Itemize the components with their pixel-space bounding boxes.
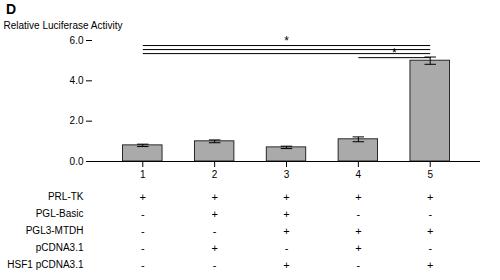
svg-text:3: 3 [284, 169, 290, 180]
svg-text:+: + [355, 225, 361, 237]
svg-text:-: - [141, 259, 145, 271]
svg-text:-: - [213, 225, 217, 237]
svg-text:-: - [285, 242, 289, 254]
svg-text:+: + [283, 191, 289, 203]
svg-text:+: + [427, 191, 433, 203]
svg-text:-: - [428, 208, 432, 220]
svg-text:6.0: 6.0 [70, 35, 84, 46]
svg-text:1: 1 [140, 169, 146, 180]
svg-text:*: * [284, 34, 289, 48]
svg-text:2: 2 [212, 169, 218, 180]
svg-text:PRL-TK: PRL-TK [48, 191, 84, 202]
svg-text:+: + [140, 191, 146, 203]
svg-text:-: - [357, 259, 361, 271]
svg-text:-: - [141, 242, 145, 254]
svg-text:PGL-Basic: PGL-Basic [36, 208, 84, 219]
svg-text:*: * [392, 46, 397, 60]
svg-text:+: + [211, 208, 217, 220]
svg-text:4: 4 [356, 169, 362, 180]
svg-text:+: + [283, 208, 289, 220]
svg-text:PGL3-MTDH: PGL3-MTDH [26, 225, 84, 236]
svg-text:-: - [141, 208, 145, 220]
svg-text:-: - [141, 225, 145, 237]
svg-text:+: + [211, 191, 217, 203]
svg-text:+: + [283, 259, 289, 271]
svg-text:-: - [213, 259, 217, 271]
svg-text:pCDNA3.1: pCDNA3.1 [36, 242, 84, 253]
svg-text:2.0: 2.0 [70, 115, 84, 126]
svg-text:-: - [428, 242, 432, 254]
svg-text:0.0: 0.0 [70, 156, 84, 167]
svg-text:+: + [427, 225, 433, 237]
svg-text:4.0: 4.0 [70, 75, 84, 86]
svg-text:+: + [355, 242, 361, 254]
svg-text:+: + [355, 191, 361, 203]
svg-text:5: 5 [427, 169, 433, 180]
svg-text:Relative Luciferase Activity: Relative Luciferase Activity [4, 20, 123, 31]
html-text:D: D [6, 1, 17, 17]
svg-text:-: - [357, 208, 361, 220]
svg-text:+: + [427, 259, 433, 271]
svg-text:HSF1 pCDNA3.1: HSF1 pCDNA3.1 [7, 259, 84, 270]
svg-text:+: + [283, 225, 289, 237]
svg-text:+: + [211, 242, 217, 254]
